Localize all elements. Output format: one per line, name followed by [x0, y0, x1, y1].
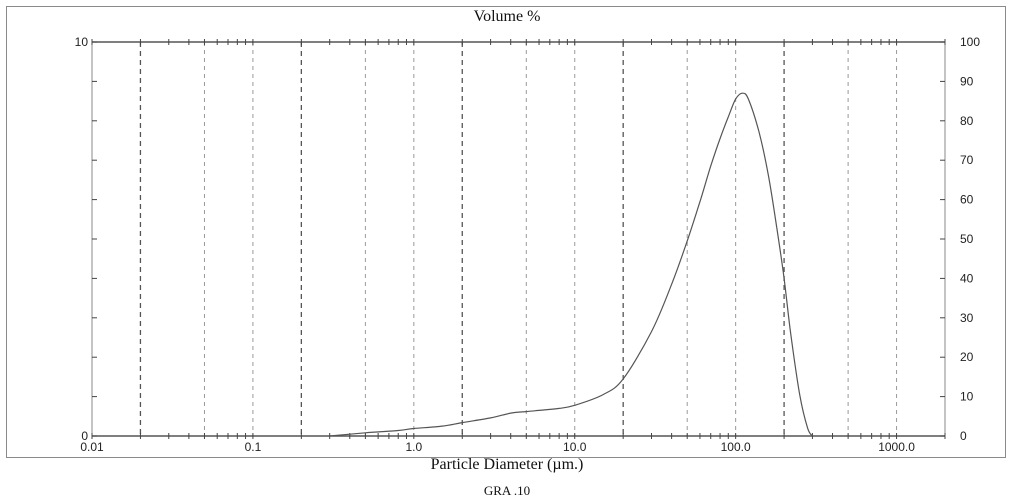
y-right-tick-label: 40: [960, 271, 974, 285]
y-left-tick-label: 10: [75, 35, 89, 49]
x-tick-label: 0.01: [80, 440, 104, 454]
y-right-tick-label: 70: [960, 153, 974, 167]
y-right-tick-label: 100: [960, 35, 980, 49]
y-right-tick-label: 0: [960, 429, 967, 443]
x-tick-label: 0.1: [245, 440, 262, 454]
y-right-tick-label: 30: [960, 311, 974, 325]
y-right-tick-label: 20: [960, 350, 974, 364]
y-right-tick-label: 50: [960, 232, 974, 246]
y-left-tick-label: 0: [81, 429, 88, 443]
volume-distribution-line: [329, 92, 813, 437]
x-tick-label: 1000.0: [878, 440, 915, 454]
x-tick-label: 1.0: [405, 440, 422, 454]
figure-caption: GRA .10: [483, 483, 531, 498]
y-right-tick-label: 60: [960, 193, 974, 207]
x-axis-label: Particle Diameter (µm.): [430, 456, 584, 473]
chart-frame: [6, 6, 1006, 458]
x-tick-label: 10.0: [563, 440, 587, 454]
y-right-tick-label: 90: [960, 74, 974, 88]
chart-title: Volume %: [473, 8, 541, 25]
y-right-tick-label: 10: [960, 390, 974, 404]
x-tick-label: 100.0: [721, 440, 751, 454]
y-right-tick-label: 80: [960, 114, 974, 128]
